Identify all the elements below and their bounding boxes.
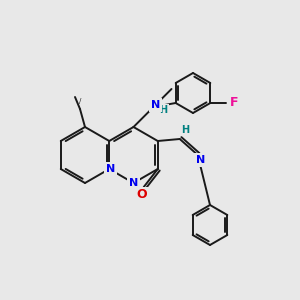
Text: F: F [230,97,238,110]
Text: H: H [159,105,168,115]
Text: /: / [79,98,81,104]
Text: N: N [196,155,206,165]
Text: N: N [151,100,160,110]
Text: N: N [129,178,138,188]
Text: H: H [181,125,189,135]
Text: O: O [136,188,147,202]
Text: N: N [106,164,115,174]
